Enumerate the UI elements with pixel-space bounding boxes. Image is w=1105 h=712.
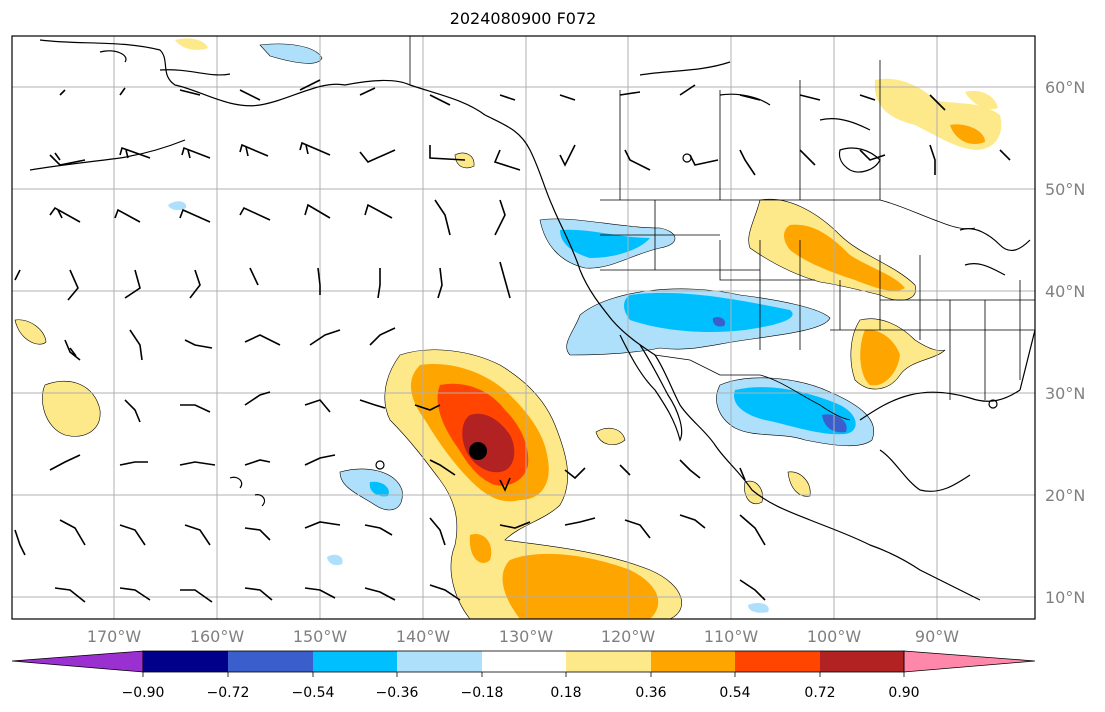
colorbar-label-6: 0.18 [550,685,581,701]
colorbar-label-2: −0.72 [207,685,250,701]
negative-anomaly-west-us-core [624,292,793,332]
alaska-inner [99,50,231,76]
positive-anomaly-west [42,380,101,437]
negative-anomaly-tiny-3 [748,602,769,613]
colorbar-segment-1 [143,651,228,672]
lon-label-110w: 110°W [704,627,759,646]
positive-anomaly-south [502,553,659,619]
gulf-coast [859,329,1035,421]
lat-label-10: 10°N [1045,588,1085,607]
latitude-labels: 60°N 50°N 40°N 30°N 20°N 10°N [1045,78,1085,607]
colorbar-label-7: 0.36 [635,685,666,701]
us-states [600,200,1035,400]
aleutians [29,139,186,171]
canada-provinces [619,60,881,200]
colorbar-label-8: 0.54 [719,685,750,701]
political-borders [409,36,1035,421]
lon-label-160w: 160°W [190,627,245,646]
station-circle-3 [988,399,998,409]
hudson-bay [838,147,881,173]
colorbar-ticks [142,672,905,677]
positive-anomaly-south-plains-core [860,329,900,386]
wind-barbs [14,79,1011,603]
colorbar-label-9: 0.72 [804,685,835,701]
lon-label-140w: 140°W [396,627,451,646]
colorbar-segment-7 [651,651,735,672]
longitude-labels: 170°W 160°W 150°W 140°W 130°W 120°W 110°… [87,627,959,646]
map-content [12,36,1035,619]
colorbar-labels: −0.90 −0.72 −0.54 −0.36 −0.18 0.18 0.36 … [122,685,920,701]
alaska-coast [39,39,553,206]
yucatan [879,449,971,492]
map-title: 2024080900 F072 [449,9,597,28]
negative-anomaly-alaska [259,43,323,64]
colorbar-segment-8 [735,651,820,672]
hawaii [229,476,266,507]
colorbar-label-5: −0.18 [461,685,504,701]
lat-label-50: 50°N [1045,180,1085,199]
positive-anomaly-plains-core [784,224,905,291]
colorbar-segment-3 [313,651,397,672]
colorbar-label-10: 0.90 [888,685,919,701]
positive-anomaly-mexico-small [595,427,626,445]
lat-label-60: 60°N [1045,78,1085,97]
canada-north [639,61,871,131]
positive-anomaly-south-small [469,534,492,563]
positive-anomaly-canada-2 [965,90,998,110]
positive-anomaly-far-west [14,319,47,345]
colorbar-label-3: −0.54 [292,685,335,701]
lon-label-90w: 90°W [915,627,959,646]
colorbar-frame [142,650,905,673]
station-circle-2 [375,460,385,470]
storm-center-dot [469,442,487,460]
colorbar-min-extend [11,650,144,673]
lat-label-20: 20°N [1045,486,1085,505]
lon-label-130w: 130°W [499,627,554,646]
colorbar-label-4: −0.36 [376,685,419,701]
coastlines [29,39,1035,601]
colorbar: −0.90 −0.72 −0.54 −0.36 −0.18 0.18 0.36 … [11,650,1036,701]
negative-anomaly-small-1-core [369,481,389,497]
negative-anomaly-west-us-deep [712,317,726,327]
lon-label-170w: 170°W [87,627,142,646]
lon-label-100w: 100°W [807,627,862,646]
great-lakes [959,228,1031,276]
colorbar-segment-9 [820,651,904,672]
colorbar-max-extend [903,650,1036,673]
station-circle-1 [682,153,692,163]
map-frame [11,35,1036,620]
lon-label-150w: 150°W [293,627,348,646]
positive-anomaly-mexico-small-3 [787,471,811,497]
lat-label-30: 30°N [1045,384,1085,403]
west-coast [551,204,981,601]
colorbar-segment-6 [566,651,651,672]
positive-anomaly-alaska-small [175,38,208,50]
lat-label-40: 40°N [1045,282,1085,301]
colorbar-label-1: −0.90 [122,685,165,701]
us-canada-border [600,199,976,230]
colorbar-segment-5 [482,651,566,672]
baja [619,334,683,442]
colorbar-segment-2 [228,651,313,672]
lon-label-120w: 120°W [601,627,656,646]
negative-anomaly-tiny-2 [327,554,343,566]
anomaly-shading [14,38,1002,619]
us-mexico-border [654,354,851,421]
negative-anomaly-tiny [168,201,187,211]
colorbar-segment-4 [397,651,482,672]
positive-anomaly-canada-core [950,124,985,145]
